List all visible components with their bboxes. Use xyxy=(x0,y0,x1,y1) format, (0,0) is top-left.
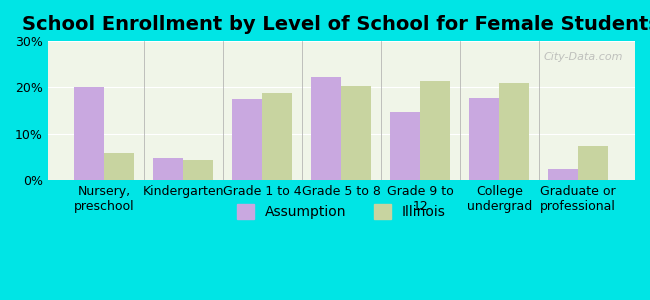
Bar xyxy=(311,77,341,180)
Bar xyxy=(105,153,135,180)
Bar xyxy=(499,83,529,180)
Bar xyxy=(469,98,499,180)
Bar xyxy=(341,86,371,180)
Bar xyxy=(421,80,450,180)
Text: City-Data.com: City-Data.com xyxy=(544,52,623,62)
Bar xyxy=(183,160,213,180)
Bar xyxy=(233,99,263,180)
Bar xyxy=(263,94,292,180)
Bar xyxy=(391,112,421,180)
Title: School Enrollment by Level of School for Female Students: School Enrollment by Level of School for… xyxy=(23,15,650,34)
Bar xyxy=(75,86,105,180)
Legend: Assumption, Illinois: Assumption, Illinois xyxy=(230,197,452,226)
Bar xyxy=(578,146,608,180)
Bar xyxy=(549,169,578,180)
Bar xyxy=(153,158,183,180)
